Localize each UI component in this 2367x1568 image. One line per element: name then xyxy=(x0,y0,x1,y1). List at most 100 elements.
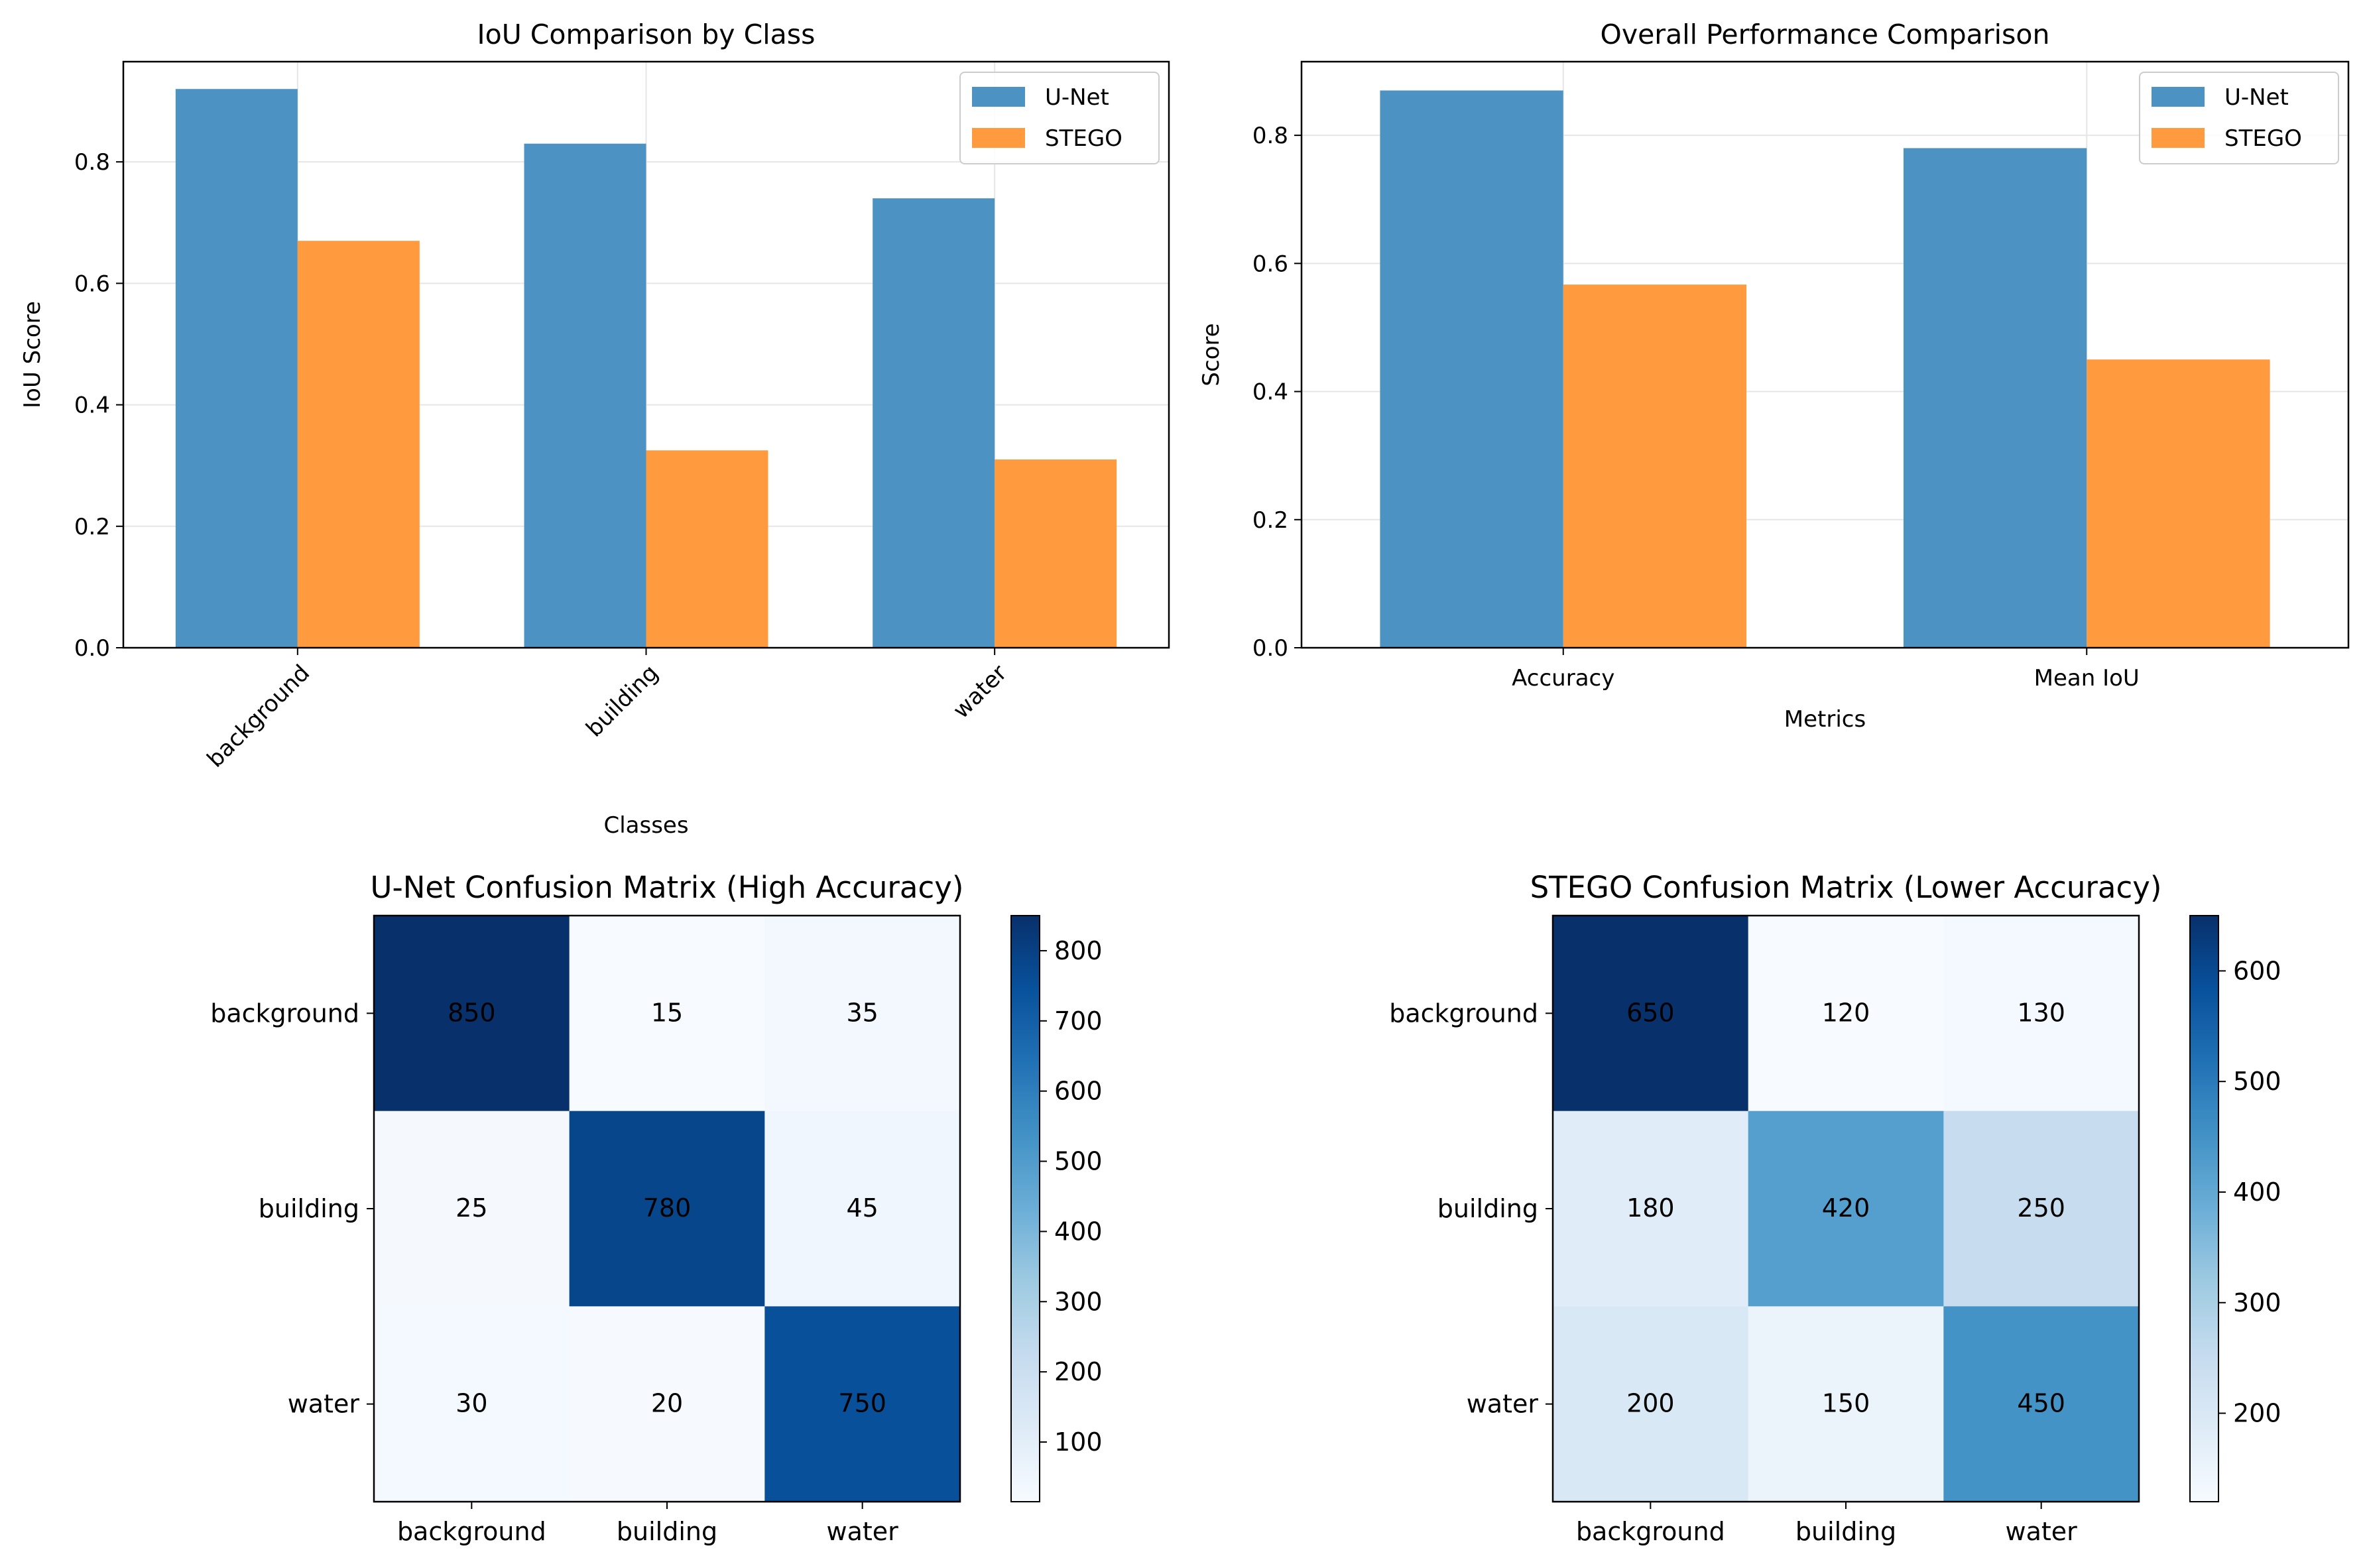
heatmap-cell xyxy=(374,1111,570,1307)
heatmap-cell xyxy=(569,1111,765,1307)
y-tick-label: 0.6 xyxy=(74,271,110,297)
bar-stego-2 xyxy=(995,459,1117,648)
x-tick-label: Mean IoU xyxy=(2034,665,2140,692)
legend-label: U-Net xyxy=(1045,84,1109,111)
bar-stego-0 xyxy=(297,241,420,648)
cell-value: 15 xyxy=(651,998,683,1027)
colorbar-tick-label: 600 xyxy=(2233,956,2281,985)
y-axis-label: IoU Score xyxy=(19,301,46,408)
colorbar-tick-label: 400 xyxy=(1054,1217,1103,1246)
heatmap-cell xyxy=(764,916,961,1112)
cell-value: 35 xyxy=(846,998,878,1027)
cell-value: 780 xyxy=(643,1193,692,1223)
x-axis-label: Classes xyxy=(603,812,688,839)
heatmap-cell xyxy=(764,1306,961,1502)
x-tick-label: building xyxy=(581,660,664,743)
x-tick-label: background xyxy=(202,660,315,772)
heatmap-cell xyxy=(1748,916,1944,1112)
x-tick-label: building xyxy=(1795,1517,1896,1546)
bar-chart-0: 0.0 0.2 0.4 0.6 0.8 background building water Io… xyxy=(19,19,1170,839)
y-tick-label: building xyxy=(259,1194,359,1223)
cell-value: 650 xyxy=(1626,998,1675,1027)
heatmap-cell xyxy=(1943,1306,2140,1502)
colorbar-tick-label: 100 xyxy=(1054,1427,1103,1457)
legend-label: STEGO xyxy=(1045,125,1123,152)
x-axis-label: Metrics xyxy=(1784,706,1866,733)
cell-value: 20 xyxy=(651,1389,683,1418)
cell-value: 850 xyxy=(448,998,496,1027)
bar-u-net-0 xyxy=(175,89,298,648)
x-tick-label: water xyxy=(2006,1517,2078,1546)
cell-value: 150 xyxy=(1822,1389,1870,1418)
x-tick-label: water xyxy=(948,660,1012,724)
y-tick-label: 0.0 xyxy=(74,635,110,662)
colorbar-tick-label: 200 xyxy=(1054,1357,1103,1386)
heatmap-cell xyxy=(764,1111,961,1307)
colorbar-tick-label: 700 xyxy=(1054,1006,1103,1036)
y-tick-label: 0.8 xyxy=(74,149,110,176)
heatmap-cell xyxy=(1748,1111,1944,1307)
heatmap-cell xyxy=(1748,1306,1944,1502)
bar-stego-1 xyxy=(2087,359,2270,648)
bar-u-net-1 xyxy=(524,143,646,648)
y-tick-label: building xyxy=(1437,1194,1538,1223)
heatmap-cell xyxy=(1553,1111,1749,1307)
heatmap-cell xyxy=(1943,1111,2140,1307)
heatmap-cell xyxy=(1553,1306,1749,1502)
cell-value: 45 xyxy=(846,1193,878,1223)
colorbar-tick-label: 300 xyxy=(2233,1288,2281,1317)
bar-u-net-0 xyxy=(1380,90,1563,648)
legend-swatch-stego xyxy=(2152,128,2205,148)
legend-swatch-stego xyxy=(972,128,1025,148)
cell-value: 200 xyxy=(1626,1389,1675,1418)
y-tick-label: 0.4 xyxy=(1252,379,1288,406)
bar-stego-1 xyxy=(646,450,768,648)
y-tick-label: 0.6 xyxy=(1252,251,1288,277)
legend-label: STEGO xyxy=(2224,125,2302,152)
y-tick-label: 0.8 xyxy=(1252,123,1288,149)
heatmap-cell xyxy=(569,916,765,1112)
bar-chart-1: 0.0 0.2 0.4 0.6 0.8 Accuracy Mean IoU Overall P… xyxy=(1198,19,2350,733)
chart-title: STEGO Confusion Matrix (Lower Accuracy) xyxy=(1530,870,2162,905)
x-tick-label: building xyxy=(617,1517,717,1546)
cell-value: 120 xyxy=(1822,998,1870,1027)
heatmap-cell xyxy=(569,1306,765,1502)
colorbar xyxy=(2189,915,2219,1502)
heatmap-cell xyxy=(374,1306,570,1502)
legend-swatch-u-net xyxy=(972,87,1025,107)
chart-title: Overall Performance Comparison xyxy=(1601,19,2050,50)
y-tick-label: water xyxy=(1467,1390,1539,1419)
colorbar-tick-label: 500 xyxy=(2233,1067,2281,1096)
heatmap-chart-2: 850 15 35 25 780 45 30 20 750 background backgroun… xyxy=(210,870,1102,1546)
cell-value: 420 xyxy=(1822,1193,1870,1223)
y-tick-label: 0.2 xyxy=(1252,507,1288,534)
bar-stego-0 xyxy=(1563,284,1747,648)
colorbar-tick-label: 800 xyxy=(1054,936,1103,965)
bar-u-net-1 xyxy=(1903,148,2087,648)
x-tick-label: background xyxy=(397,1517,546,1546)
colorbar-tick-label: 200 xyxy=(2233,1399,2281,1428)
cell-value: 30 xyxy=(455,1389,487,1418)
y-tick-label: 0.2 xyxy=(74,514,110,540)
heatmap-cell xyxy=(374,916,570,1112)
x-tick-label: water xyxy=(827,1517,899,1546)
cell-value: 450 xyxy=(2017,1389,2065,1418)
bar-u-net-2 xyxy=(873,198,995,648)
colorbar xyxy=(1010,915,1040,1502)
y-tick-label: 0.4 xyxy=(74,392,110,419)
cell-value: 130 xyxy=(2017,998,2065,1027)
colorbar-tick-label: 600 xyxy=(1054,1077,1103,1106)
axes-frame xyxy=(1300,60,2350,649)
cell-value: 180 xyxy=(1626,1193,1675,1223)
colorbar-tick-label: 400 xyxy=(2233,1177,2281,1207)
legend-swatch-u-net xyxy=(2152,87,2205,107)
colorbar-tick-label: 300 xyxy=(1054,1287,1103,1316)
y-tick-label: background xyxy=(1389,998,1538,1028)
y-tick-label: background xyxy=(210,998,359,1028)
heatmap-chart-3: 650 120 130 180 420 250 200 150 450 background bac… xyxy=(1389,870,2281,1546)
heatmap-cell xyxy=(1943,916,2140,1112)
legend-label: U-Net xyxy=(2224,84,2289,111)
cell-value: 25 xyxy=(455,1193,487,1223)
cell-value: 750 xyxy=(838,1389,886,1418)
